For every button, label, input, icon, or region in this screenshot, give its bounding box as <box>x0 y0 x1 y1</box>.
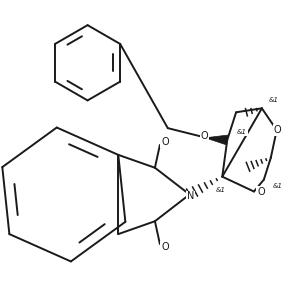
Text: &1: &1 <box>269 97 279 103</box>
Text: &1: &1 <box>237 129 247 135</box>
Text: O: O <box>257 187 265 197</box>
Text: O: O <box>161 242 169 252</box>
Text: O: O <box>274 125 281 135</box>
Text: O: O <box>201 131 208 141</box>
Text: N: N <box>187 191 194 201</box>
Text: &1: &1 <box>215 187 225 193</box>
Text: O: O <box>161 137 169 147</box>
Polygon shape <box>207 135 228 145</box>
Text: &1: &1 <box>273 183 283 189</box>
